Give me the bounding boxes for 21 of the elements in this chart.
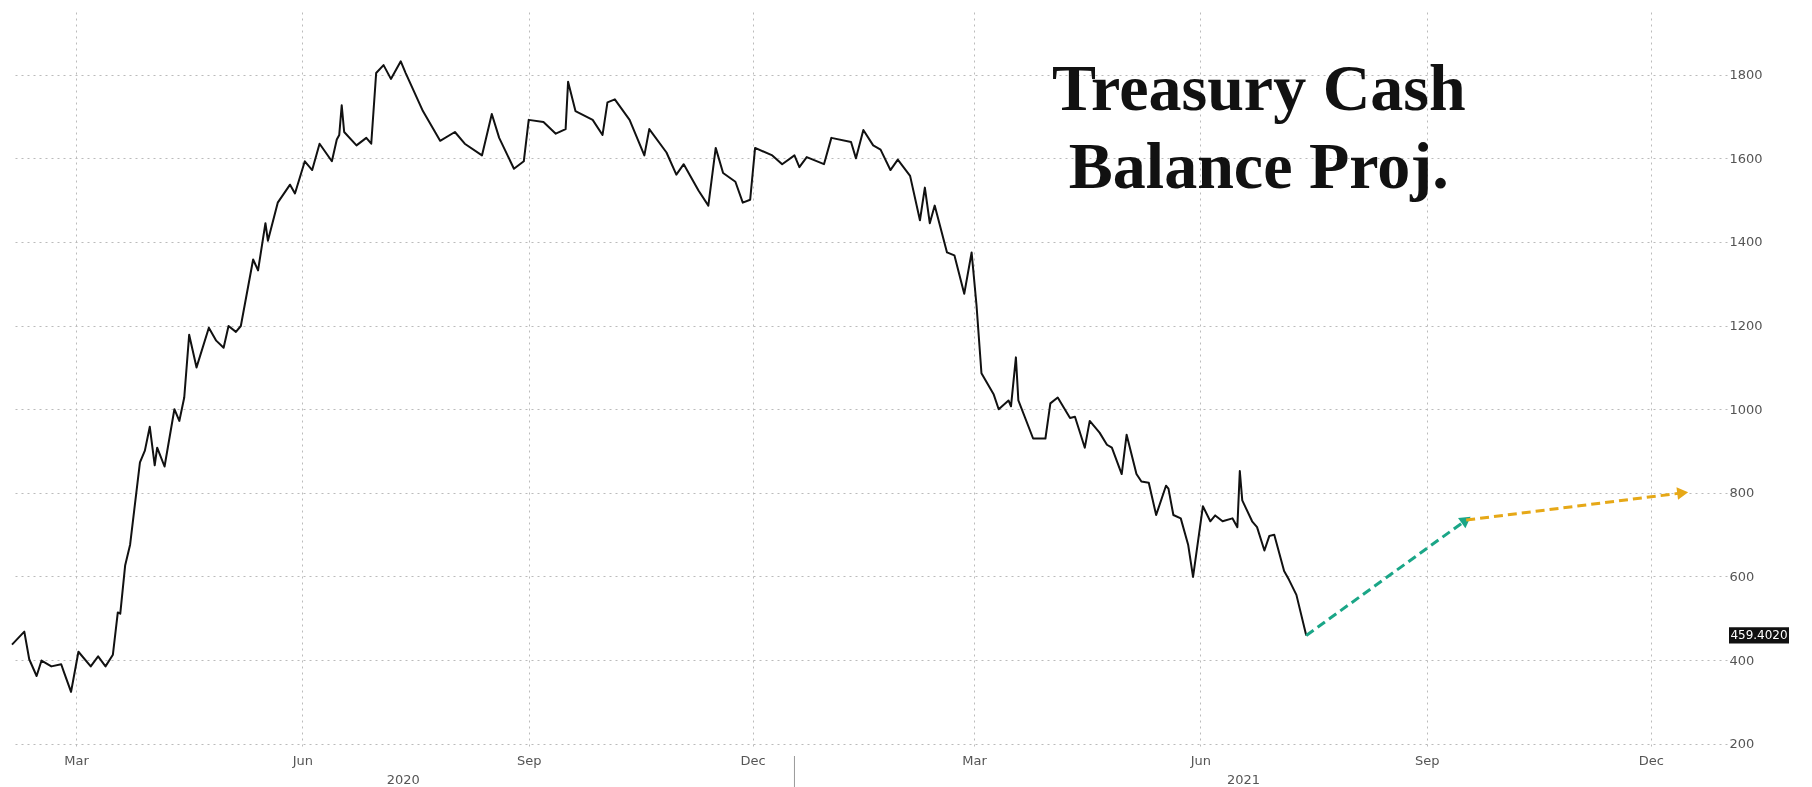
x-tick-label: Jun — [1189, 752, 1212, 768]
line-series — [11, 60, 1308, 693]
x-tick-label: Mar — [962, 752, 988, 768]
text: 2020 — [386, 772, 420, 787]
y-tick-label: 800 — [1729, 485, 1755, 501]
y-tick-label: 400 — [1729, 652, 1755, 668]
y-tick-label: 1400 — [1729, 234, 1763, 250]
y-tick-label: 1000 — [1729, 401, 1763, 417]
y-tick-label: 1600 — [1729, 150, 1763, 166]
text: 2021 — [1226, 772, 1261, 787]
x-tick-label: Sep — [516, 752, 542, 768]
x-tick-label: Jun — [291, 752, 313, 768]
x-tick-label: Dec — [740, 752, 766, 768]
text: Treasury Cash Balance Proj. — [1051, 51, 1466, 202]
y-tick-label: 1800 — [1729, 67, 1763, 83]
x-tick-label: Mar — [64, 752, 90, 768]
x-tick-label: Sep — [1415, 752, 1440, 768]
y-tick-label: 200 — [1729, 736, 1755, 752]
x-tick-label: Dec — [1638, 752, 1664, 768]
y-tick-label: 1200 — [1729, 318, 1763, 334]
y-tick-label: 600 — [1729, 568, 1755, 584]
